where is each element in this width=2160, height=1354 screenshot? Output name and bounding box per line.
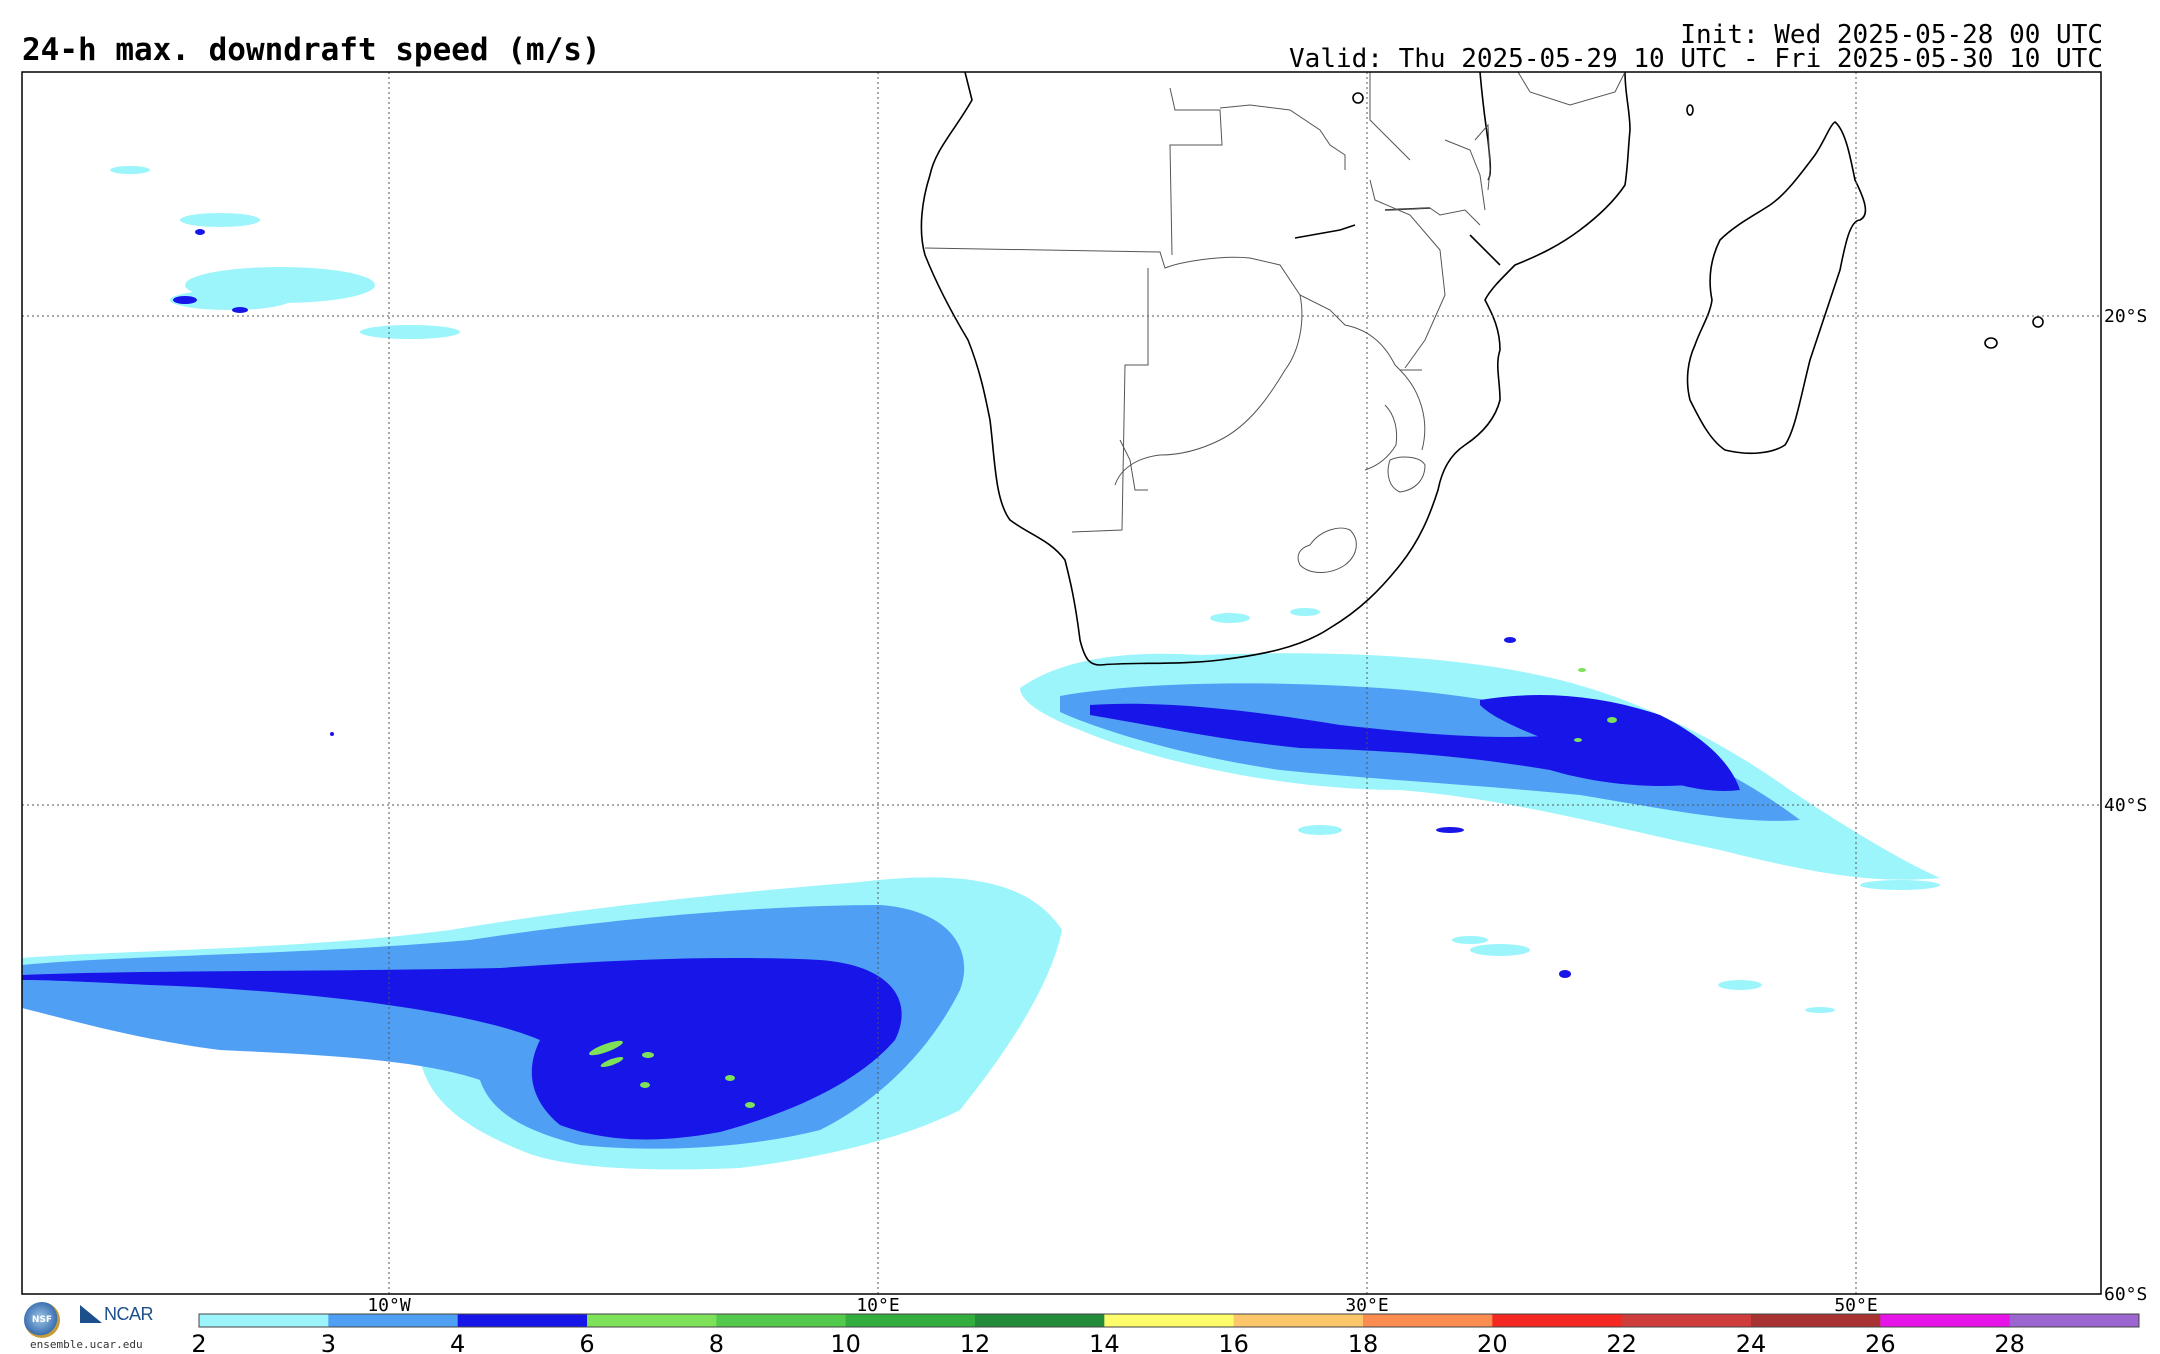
colorbar-swatch: [1751, 1314, 1881, 1327]
downdraft-field: [22, 166, 1940, 1170]
graticule: [22, 72, 2101, 1294]
colorbar-swatch: [587, 1314, 717, 1327]
lon-label-50e: 50°E: [1834, 1295, 1877, 1316]
colorbar-tick-label: 18: [1348, 1330, 1379, 1354]
ncar-logo: NCAR: [80, 1304, 154, 1325]
political-borders: [924, 72, 1626, 573]
mauritius-island: [1984, 337, 1998, 349]
madagascar-coastline: [1686, 121, 1867, 455]
colorbar-tick-label: 22: [1606, 1330, 1637, 1354]
colorbar-swatch: [1233, 1314, 1364, 1327]
nsf-logo: NSF: [24, 1302, 60, 1338]
colorbar-swatch: [199, 1314, 329, 1327]
reunion-island: [2032, 316, 2044, 328]
colorbar-swatch: [1621, 1314, 1752, 1327]
ncar-mark-icon: [80, 1305, 102, 1323]
lake-malawi: [1479, 72, 1492, 181]
comoros-island: [1686, 104, 1694, 116]
colorbar-swatch: [1104, 1314, 1235, 1327]
lon-label-10w: 10°W: [367, 1295, 411, 1316]
colorbar-swatch: [1492, 1314, 1623, 1327]
colorbar-swatch: [845, 1314, 976, 1327]
zambezi-outlet: [1469, 234, 1501, 266]
map-frame: [21, 71, 2102, 1295]
colorbar: 2 3 4 6 8 10 12 14 16 18 20 22 24 26 28: [191, 1313, 2140, 1354]
colorbar-tick-label: 8: [709, 1330, 724, 1354]
ncar-logo-text: NCAR: [104, 1304, 154, 1324]
footer-url: ensemble.ucar.edu: [30, 1338, 143, 1351]
colorbar-tick-label: 26: [1865, 1330, 1896, 1354]
colorbar-tick-label: 2: [191, 1330, 206, 1354]
speckles-northwest: [110, 166, 460, 339]
system-southwest-atlantic: [22, 877, 1062, 1170]
colorbar-swatch: [2009, 1314, 2140, 1327]
nsf-logo-text: NSF: [31, 1315, 53, 1325]
colorbar-tick-label: 28: [1994, 1330, 2025, 1354]
colorbar-tick-label: 3: [321, 1330, 336, 1354]
lat-label-60s: 60°S: [2104, 1284, 2147, 1305]
colorbar-border: [198, 1313, 2140, 1328]
colorbar-tick-label: 20: [1477, 1330, 1508, 1354]
colorbar-swatch: [328, 1314, 459, 1327]
lake-tanganyika-tip: [1352, 92, 1364, 104]
colorbar-tick-label: 4: [450, 1330, 465, 1354]
valid-time: Valid: Thu 2025-05-29 10 UTC - Fri 2025-…: [1289, 44, 2103, 74]
lake-kariba: [1294, 224, 1356, 239]
africa-coastline: [920, 72, 1631, 666]
lon-label-10e: 10°E: [856, 1295, 899, 1316]
colorbar-tick-label: 6: [579, 1330, 594, 1354]
colorbar-tick-label: 12: [960, 1330, 991, 1354]
coastlines: [920, 72, 2044, 666]
colorbar-tick-label: 24: [1736, 1330, 1767, 1354]
lat-label-40s: 40°S: [2104, 795, 2147, 816]
colorbar-swatch: [1363, 1314, 1493, 1327]
colorbar-swatch: [716, 1314, 847, 1327]
colorbar-swatch: [457, 1314, 588, 1327]
lat-label-20s: 20°S: [2104, 306, 2147, 327]
colorbar-tick-label: 14: [1089, 1330, 1120, 1354]
colorbar-swatch: [975, 1314, 1105, 1327]
colorbar-tick-label: 16: [1218, 1330, 1249, 1354]
lon-label-30e: 30°E: [1345, 1295, 1388, 1316]
map-title: 24-h max. downdraft speed (m/s): [22, 32, 601, 68]
colorbar-tick-label: 10: [830, 1330, 861, 1354]
init-time: Init: Wed 2025-05-28 00 UTC: [1680, 20, 2103, 50]
colorbar-swatch: [1880, 1314, 2011, 1327]
system-south-africa: [1020, 608, 1940, 1013]
